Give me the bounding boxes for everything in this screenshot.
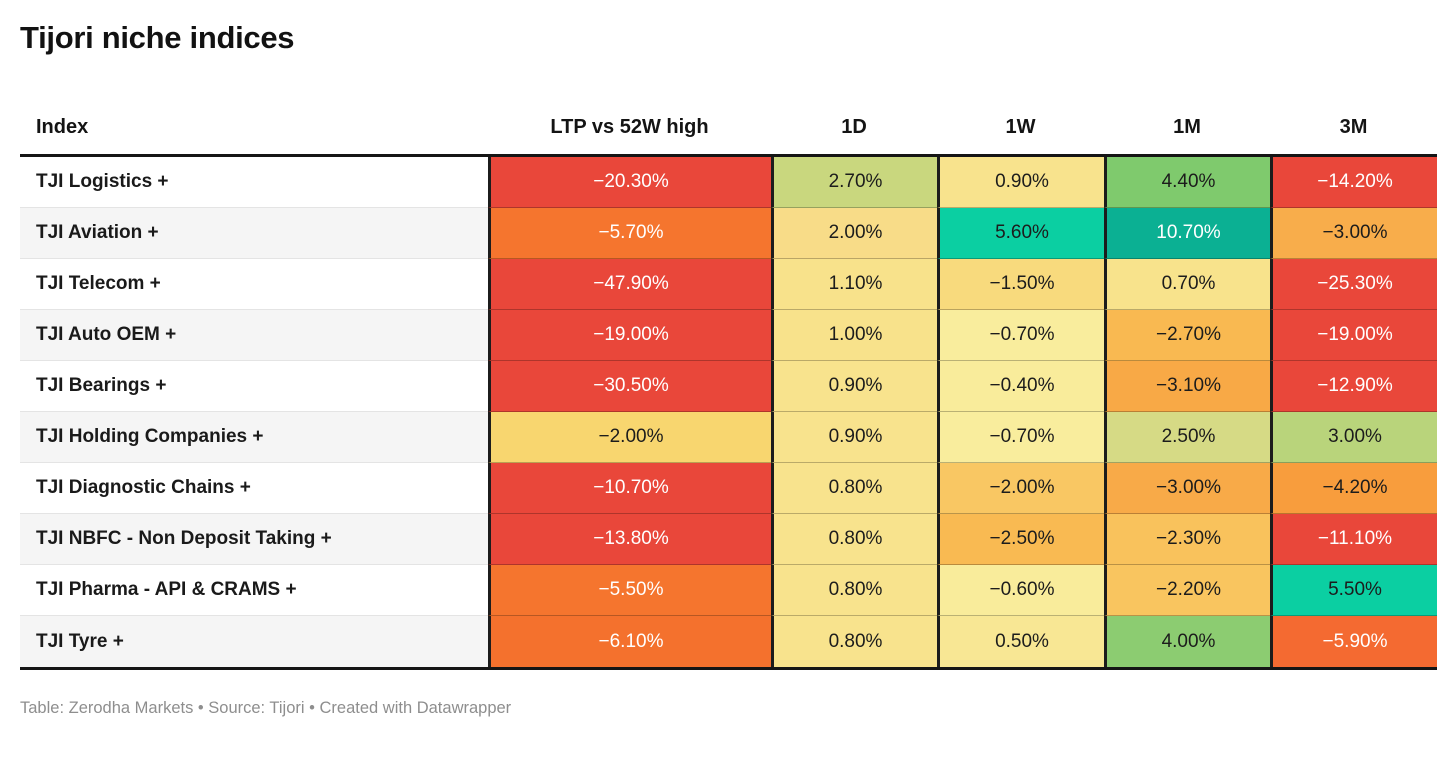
column-header-1m: 1M: [1173, 116, 1201, 138]
value-cell: 5.50%: [1270, 565, 1437, 616]
index-cell[interactable]: TJI Tyre +: [20, 616, 488, 667]
table-footer-attribution: Table: Zerodha Markets • Source: Tijori …: [20, 699, 512, 717]
table-row: TJI Auto OEM + −19.00% 1.00% −0.70% −2.70% −1…: [20, 310, 1437, 361]
column-header-index: Index: [36, 116, 89, 138]
table-row: TJI Aviation + −5.70% 2.00% 5.60% 10.70% −3.0…: [20, 208, 1437, 259]
table-header-row: Index LTP vs 52W high 1D 1W 1M 3M: [20, 101, 1437, 157]
value-cell: −11.10%: [1270, 514, 1437, 565]
value-cell: −14.20%: [1270, 157, 1437, 208]
value-cell: 5.60%: [937, 208, 1104, 259]
value-cell: 2.50%: [1104, 412, 1270, 463]
table-row: TJI Diagnostic Chains + −10.70% 0.80% −2.00…: [20, 463, 1437, 514]
datawrapper-table-page: Tijori niche indices Index LTP vs 52W hi…: [20, 20, 1437, 718]
table-row: TJI Bearings + −30.50% 0.90% −0.40% −3.10% −1…: [20, 361, 1437, 412]
table-row: TJI Telecom + −47.90% 1.10% −1.50% 0.70% −25.…: [20, 259, 1437, 310]
value-cell: −5.90%: [1270, 616, 1437, 667]
index-cell[interactable]: TJI Diagnostic Chains +: [20, 463, 488, 514]
page-title: Tijori niche indices: [20, 20, 295, 55]
value-cell: 0.70%: [1104, 259, 1270, 310]
value-cell: 3.00%: [1270, 412, 1437, 463]
value-cell: −0.70%: [937, 412, 1104, 463]
value-cell: 4.40%: [1104, 157, 1270, 208]
value-cell: −2.30%: [1104, 514, 1270, 565]
index-cell[interactable]: TJI Telecom +: [20, 259, 488, 310]
value-cell: 0.80%: [771, 514, 937, 565]
value-cell: 4.00%: [1104, 616, 1270, 667]
value-cell: −0.40%: [937, 361, 1104, 412]
value-cell: −13.80%: [488, 514, 771, 565]
value-cell: −10.70%: [488, 463, 771, 514]
value-cell: −5.50%: [488, 565, 771, 616]
value-cell: 0.50%: [937, 616, 1104, 667]
value-cell: −2.70%: [1104, 310, 1270, 361]
column-header-3m: 3M: [1339, 116, 1368, 138]
value-cell: 0.90%: [771, 412, 937, 463]
value-cell: −47.90%: [488, 259, 771, 310]
value-cell: −3.10%: [1104, 361, 1270, 412]
value-cell: 0.80%: [771, 463, 937, 514]
value-cell: 1.00%: [771, 310, 937, 361]
value-cell: −2.00%: [937, 463, 1104, 514]
column-header-1w: 1W: [1005, 116, 1036, 138]
table-row: TJI Pharma - API & CRAMS + −5.50% 0.80% −0.…: [20, 565, 1437, 616]
index-cell[interactable]: TJI Logistics +: [20, 157, 488, 208]
index-cell[interactable]: TJI Auto OEM +: [20, 310, 488, 361]
value-cell: −0.60%: [937, 565, 1104, 616]
value-cell: −6.10%: [488, 616, 771, 667]
value-cell: −1.50%: [937, 259, 1104, 310]
value-cell: −20.30%: [488, 157, 771, 208]
value-cell: 0.90%: [937, 157, 1104, 208]
value-cell: −25.30%: [1270, 259, 1437, 310]
table-body: TJI Logistics + −20.30% 2.70% 0.90% 4.40% −14…: [20, 157, 1437, 670]
index-cell[interactable]: TJI Bearings +: [20, 361, 488, 412]
value-cell: −5.70%: [488, 208, 771, 259]
value-cell: −3.00%: [1270, 208, 1437, 259]
index-cell[interactable]: TJI Aviation +: [20, 208, 488, 259]
table-row: TJI Logistics + −20.30% 2.70% 0.90% 4.40% −14…: [20, 157, 1437, 208]
table-row: TJI Holding Companies + −2.00% 0.90% −0.70%…: [20, 412, 1437, 463]
value-cell: 1.10%: [771, 259, 937, 310]
table-row: TJI Tyre + −6.10% 0.80% 0.50% 4.00% −5.90%: [20, 616, 1437, 667]
index-cell[interactable]: TJI NBFC - Non Deposit Taking +: [20, 514, 488, 565]
column-header-ltp-vs-52w-high: LTP vs 52W high: [550, 116, 709, 138]
index-cell[interactable]: TJI Pharma - API & CRAMS +: [20, 565, 488, 616]
value-cell: 2.00%: [771, 208, 937, 259]
value-cell: −2.20%: [1104, 565, 1270, 616]
value-cell: −4.20%: [1270, 463, 1437, 514]
table-row: TJI NBFC - Non Deposit Taking + −13.80% 0.…: [20, 514, 1437, 565]
value-cell: 0.80%: [771, 565, 937, 616]
value-cell: −19.00%: [1270, 310, 1437, 361]
value-cell: −2.50%: [937, 514, 1104, 565]
value-cell: 10.70%: [1104, 208, 1270, 259]
value-cell: −3.00%: [1104, 463, 1270, 514]
value-cell: −12.90%: [1270, 361, 1437, 412]
value-cell: −30.50%: [488, 361, 771, 412]
value-cell: −19.00%: [488, 310, 771, 361]
column-header-1d: 1D: [841, 116, 867, 138]
value-cell: 0.80%: [771, 616, 937, 667]
value-cell: −2.00%: [488, 412, 771, 463]
index-cell[interactable]: TJI Holding Companies +: [20, 412, 488, 463]
value-cell: −0.70%: [937, 310, 1104, 361]
value-cell: 2.70%: [771, 157, 937, 208]
value-cell: 0.90%: [771, 361, 937, 412]
